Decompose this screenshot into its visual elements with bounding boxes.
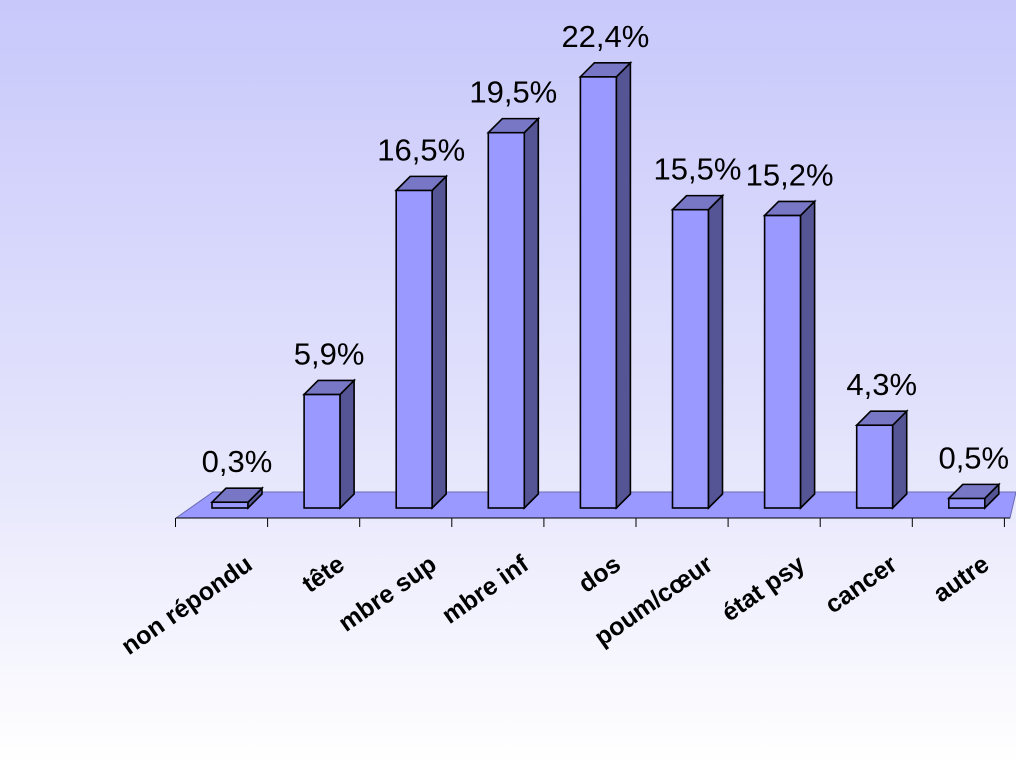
data-label: 5,9% [294, 336, 365, 371]
bar-top [394, 175, 449, 192]
category-label: non répondu [116, 550, 257, 661]
bar-front [947, 497, 986, 509]
bar-side [339, 378, 355, 510]
data-label: 0,5% [938, 440, 1009, 475]
bar-side [891, 409, 908, 510]
data-label: 15,5% [654, 152, 742, 187]
data-labels-group: 0,3% 5,9% 16,5%19,5%22,4% 15,5% 15,2% 4,3% 0,5… [202, 19, 1009, 479]
bar-side [799, 199, 816, 510]
bar-front [211, 501, 249, 509]
data-label: 4,3% [846, 367, 917, 402]
x-axis [175, 517, 1010, 527]
category-label: mbre inf [437, 550, 534, 630]
bar-front [855, 424, 894, 509]
bar-top [762, 200, 817, 217]
bar-front [395, 189, 434, 509]
bar-front [303, 393, 341, 509]
bar [762, 199, 817, 510]
category-label: mbre sup [333, 550, 441, 637]
bar [946, 482, 1001, 510]
bar [578, 60, 633, 510]
bar-top [670, 194, 725, 211]
bar [486, 116, 541, 510]
bar-front [487, 131, 526, 509]
bar-top [578, 61, 633, 78]
bar-top [946, 483, 1001, 500]
bar-side [615, 60, 632, 510]
bar [210, 486, 264, 510]
bar-front [671, 208, 710, 509]
bar-side [523, 116, 540, 510]
bars-group [210, 60, 1001, 510]
data-label: 16,5% [377, 132, 465, 167]
category-label: cancer [820, 550, 902, 619]
data-label: 15,2% [746, 157, 834, 192]
bar [394, 174, 449, 510]
data-label: 19,5% [469, 75, 557, 110]
bar-top [854, 410, 909, 427]
bar-top [486, 117, 541, 134]
bar-front [763, 214, 802, 509]
category-label: dos [573, 550, 625, 598]
category-label: état psy [717, 550, 811, 627]
bar [670, 193, 725, 510]
category-label: autre [928, 550, 994, 608]
category-label: tête [297, 550, 350, 598]
data-label: 22,4% [561, 19, 649, 54]
bar-side [431, 174, 448, 510]
bar [302, 378, 357, 510]
data-label: 0,3% [202, 444, 273, 479]
bar-front [579, 76, 618, 509]
bar [854, 409, 909, 510]
bar-top [302, 379, 357, 396]
bar-side [707, 193, 724, 510]
bar-top [210, 487, 264, 504]
